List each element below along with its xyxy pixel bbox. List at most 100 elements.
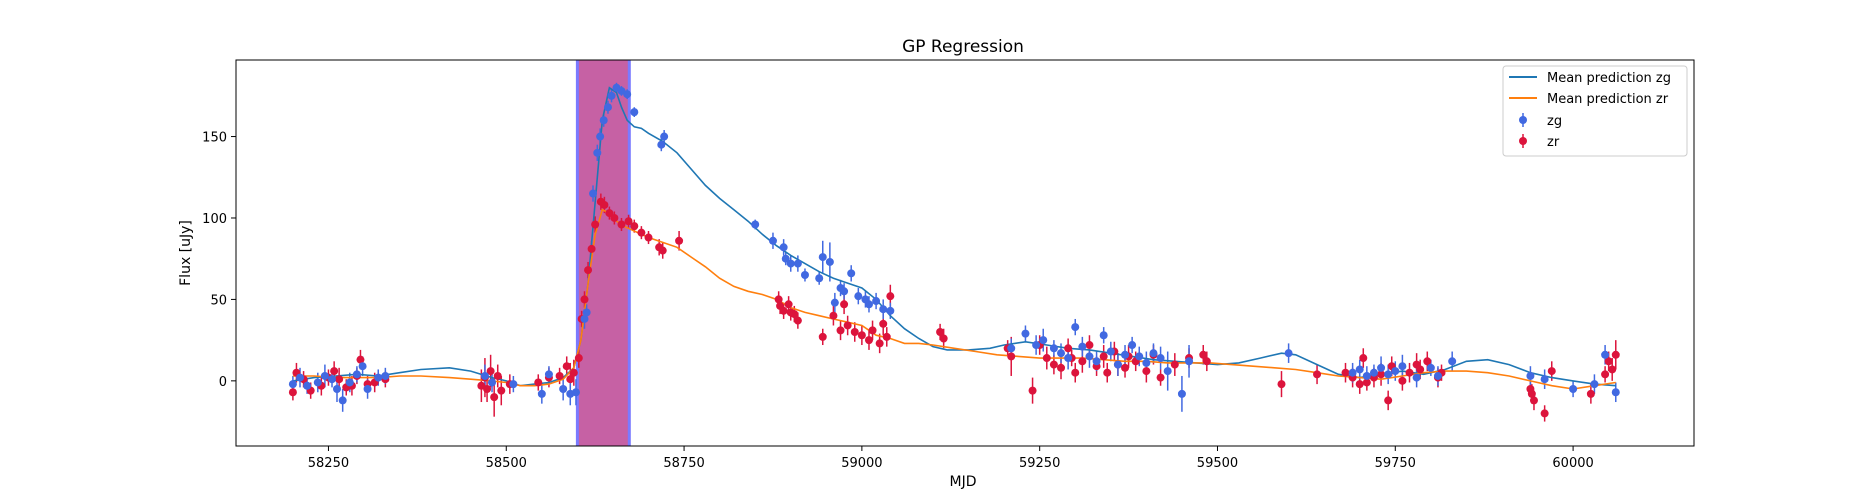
zr-point [569,368,578,377]
zr-point [356,355,365,364]
zr-point [566,375,575,384]
legend-swatch-zr [1519,137,1527,145]
zr-point [1085,341,1094,350]
zg-point [1412,373,1421,382]
zg-point [657,140,666,149]
zg-point [603,103,612,112]
x-tick-label: 59750 [1375,456,1416,471]
zg-point [338,396,347,405]
zr-point [658,246,667,255]
zr-point [1608,365,1617,374]
zg-point [793,259,802,268]
zr-point [1547,367,1556,376]
zr-point [1362,378,1371,387]
zg-point [596,132,605,141]
legend-label-mean-zg: Mean prediction zg [1547,71,1671,86]
zr-point [1586,389,1595,398]
zr-point [1078,357,1087,366]
zr-point [1398,376,1407,385]
zg-point [296,373,305,382]
zr-point [562,362,571,371]
zg-point [1348,368,1357,377]
zg-point [1149,349,1158,358]
zg-point [1355,365,1364,374]
y-tick-label: 0 [219,375,227,390]
zg-point [1121,350,1130,359]
legend-swatches [1509,76,1537,148]
zg-point [781,254,790,263]
plot-area [288,60,1620,446]
zg-point [786,259,795,268]
zr-point [605,209,614,218]
zg-point [303,381,312,390]
zg-point [559,384,568,393]
zr-point [1611,350,1620,359]
zg-point [825,257,834,266]
zr-point [1527,389,1536,398]
zr-point [1359,354,1368,363]
zg-point [847,269,856,278]
zr-point [1313,370,1322,379]
zg-point [328,375,337,384]
zg-point [840,287,849,296]
zr-point [1049,360,1058,369]
legend-label-zg: zg [1547,114,1562,129]
y-axis-ticks: 0 50 100 150 [202,131,236,390]
zg-point [751,220,760,229]
zg-point [1085,352,1094,361]
legend: Mean prediction zg Mean prediction zr zg… [1502,65,1688,157]
zg-point [886,306,895,315]
legend-label-mean-zr: Mean prediction zr [1547,92,1669,107]
zr-point [1377,370,1386,379]
zr-point [637,228,646,237]
zr-point [1341,368,1350,377]
y-axis-label: Flux [uJy] [178,220,194,286]
zr-point [330,367,339,376]
zr-point [288,388,297,397]
zg-point [1185,357,1194,366]
zg-point [1092,357,1101,366]
zg-point [872,297,881,306]
zg-point [879,305,888,314]
zr-point [829,311,838,320]
zr-point [857,331,866,340]
zr-point [624,217,633,226]
zr-point [882,332,891,341]
zr-point [1042,354,1051,363]
zr-point [793,316,802,325]
zr-point [574,354,583,363]
zg-point [1039,336,1048,345]
zg-point [1099,331,1108,340]
zg-point [854,292,863,301]
x-tick-label: 58750 [663,456,704,471]
x-tick-label: 59500 [1197,456,1238,471]
zg-point [582,308,591,317]
zg-point [800,270,809,279]
zg-point [589,189,598,198]
zg-point [509,380,518,389]
zg-point [1128,341,1137,350]
y-tick-label: 150 [202,131,227,146]
zr-point [1199,350,1208,359]
zg-point [599,116,608,125]
zr-point [939,334,948,343]
zg-point [1007,344,1016,353]
zg-point [1106,347,1115,356]
zg-point [488,378,497,387]
zr-point [1355,380,1364,389]
zr-point [1142,367,1151,376]
x-axis-label: MJD [950,474,977,490]
zg-point [320,371,329,380]
zg-point [1377,363,1386,372]
zr-point [1103,368,1112,377]
zg-point [1284,349,1293,358]
zr-point [1202,357,1211,366]
zr-point [1529,396,1538,405]
zg-point [1540,375,1549,384]
zr-point [580,295,589,304]
zg-point [374,373,383,382]
zr-point [600,200,609,209]
zr-point [587,244,596,253]
point-layer [288,83,1620,418]
